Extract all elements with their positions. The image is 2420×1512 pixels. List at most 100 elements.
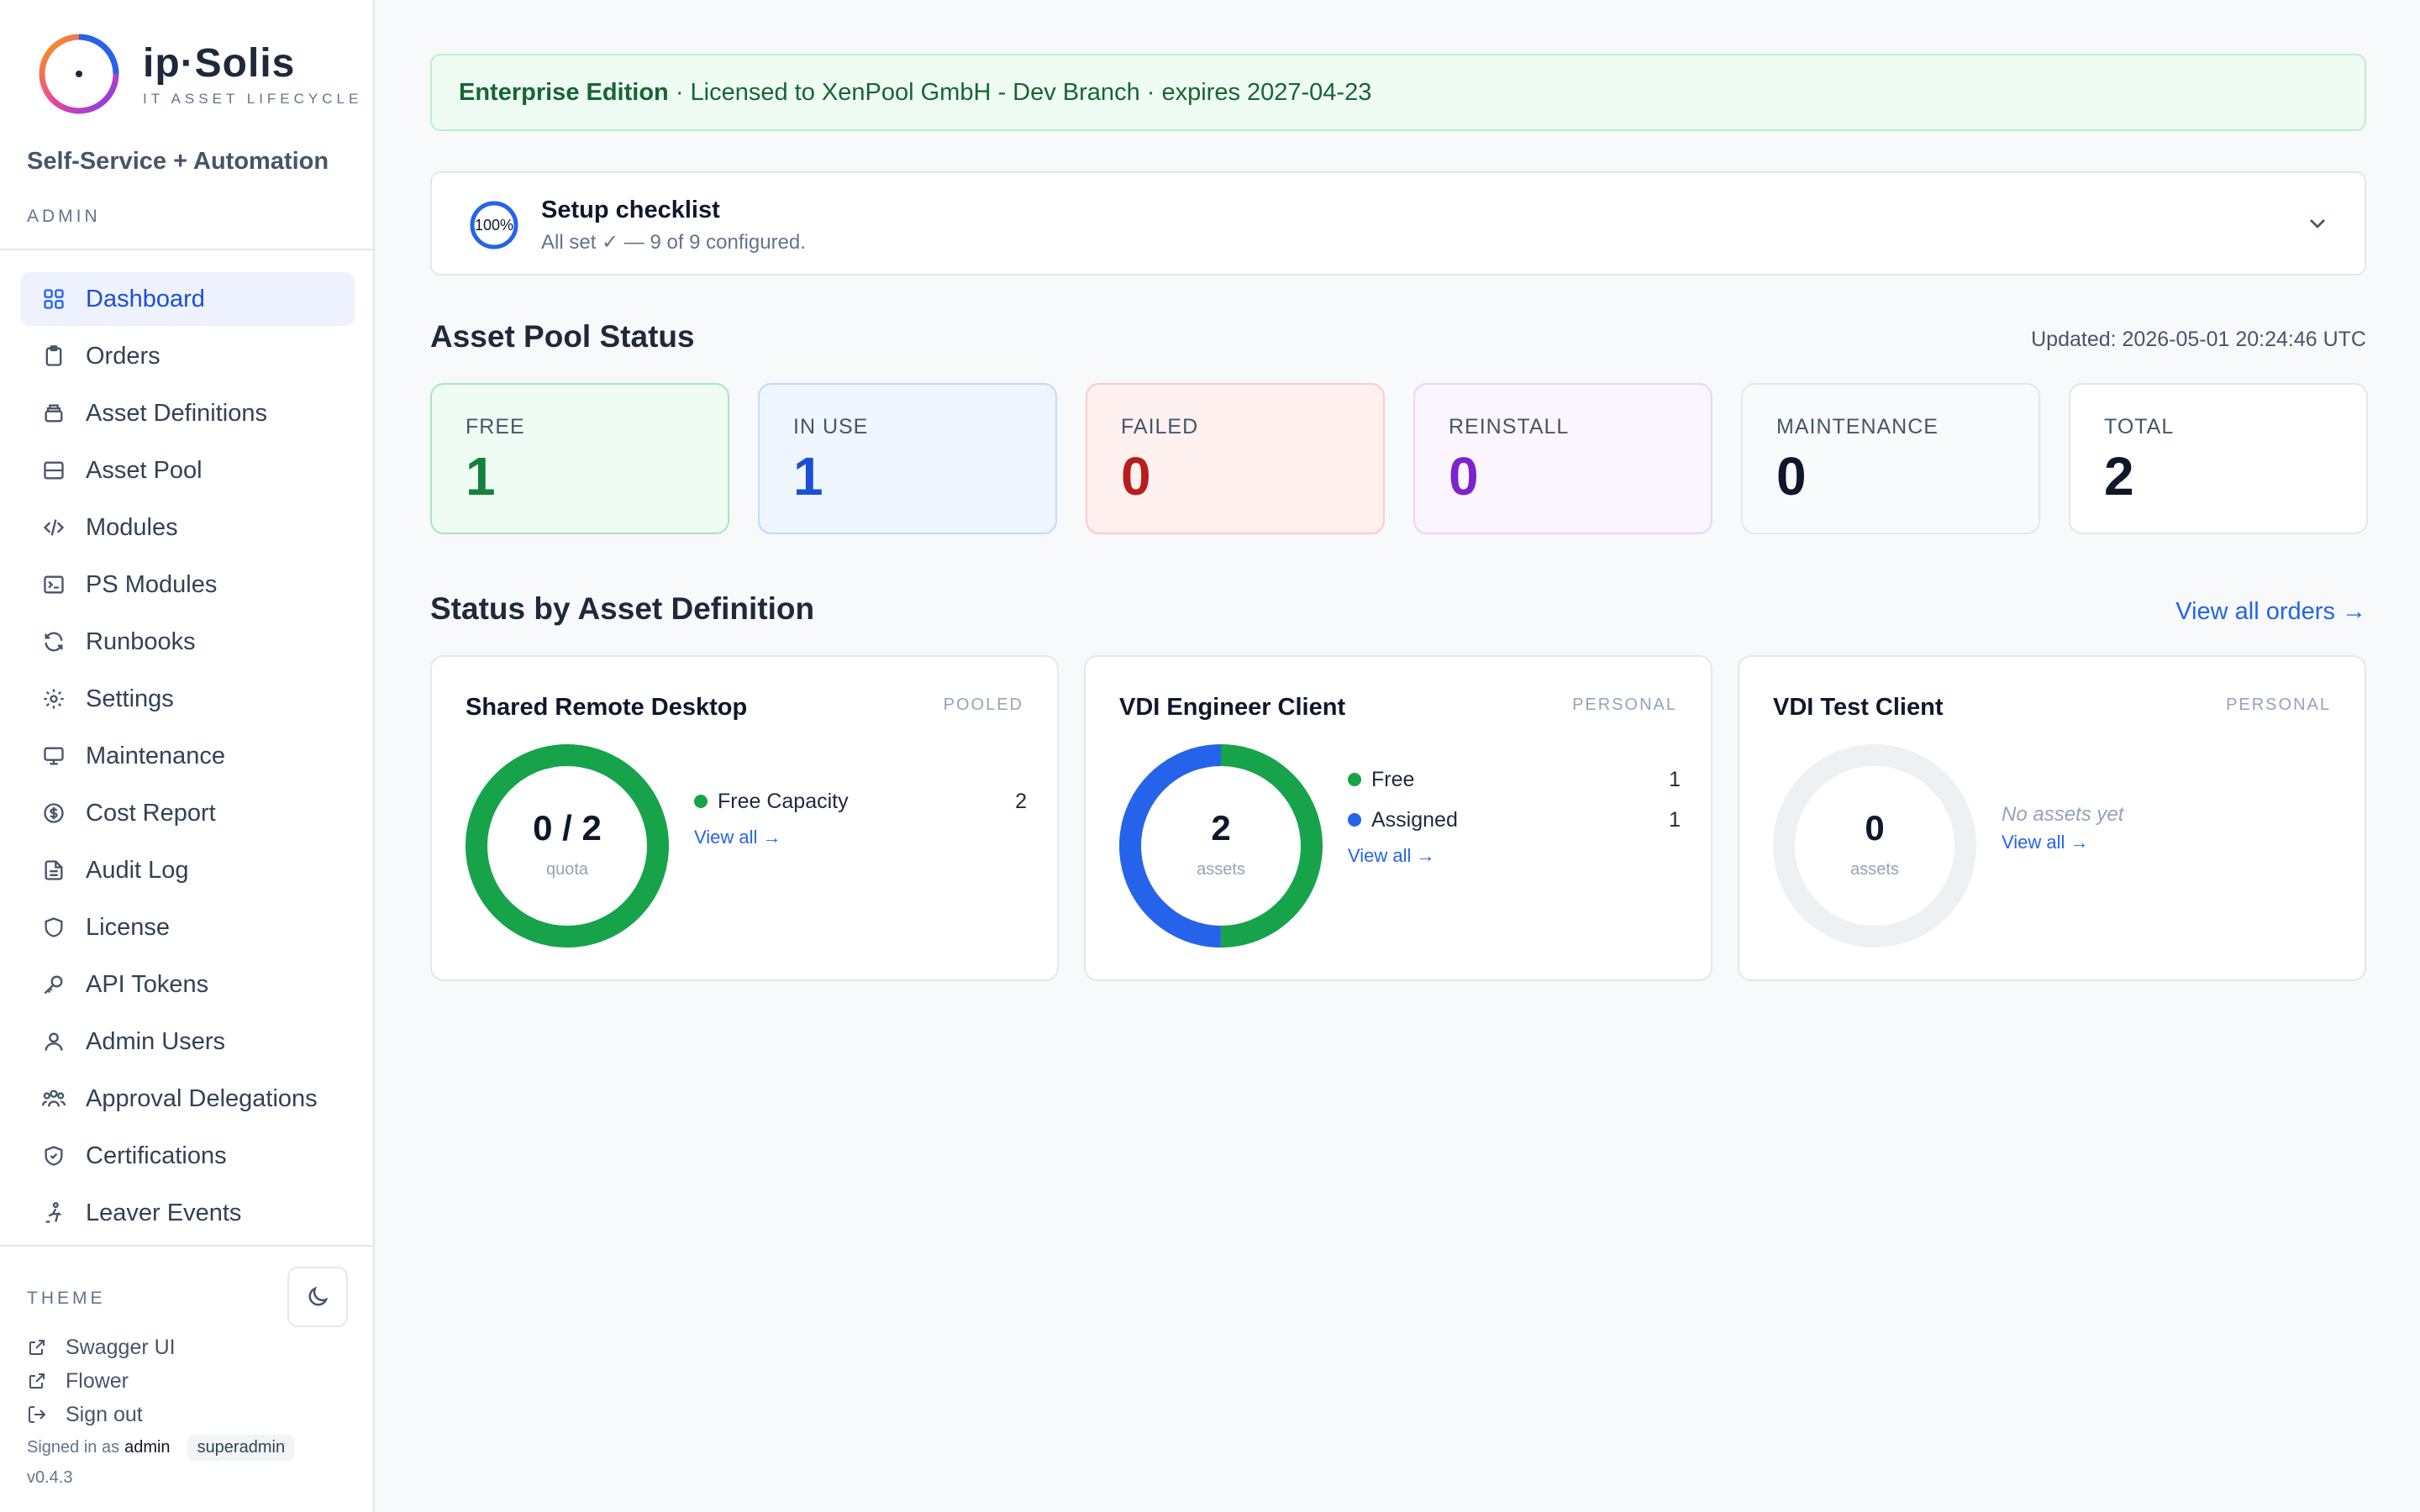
- setup-checklist[interactable]: 100% Setup checklist All set ✓ — 9 of 9 …: [430, 171, 2366, 276]
- signed-in-info: Signed in as admin superadmin: [27, 1435, 296, 1461]
- sign-out-link[interactable]: Sign out: [27, 1398, 176, 1431]
- card-title: Shared Remote Desktop: [466, 694, 748, 721]
- brand[interactable]: ip·Solis IT ASSET LIFECYCLE: [37, 30, 362, 118]
- users-icon: [40, 1085, 67, 1112]
- stat-label: MAINTENANCE: [1776, 415, 1939, 438]
- key-icon: [40, 971, 67, 998]
- donut-chart: 0 assets: [1773, 744, 1976, 948]
- donut-center-value: 2: [1211, 808, 1231, 848]
- shield-check-icon: [40, 1142, 67, 1169]
- layers-icon: [40, 400, 67, 427]
- card-title: VDI Test Client: [1773, 694, 1944, 721]
- donut-center-unit: assets: [1197, 860, 1245, 879]
- user-icon: [40, 1028, 67, 1055]
- card-title: VDI Engineer Client: [1119, 694, 1346, 721]
- definitions-title: Status by Asset Definition: [430, 591, 815, 626]
- sidebar-item-label: Asset Definitions: [86, 399, 267, 427]
- link-label: Swagger UI: [66, 1335, 176, 1359]
- view-all-link[interactable]: View all →: [2002, 832, 2089, 853]
- server-icon: [40, 457, 67, 484]
- legend-dot: [1348, 813, 1361, 827]
- legend-value: 1: [1669, 767, 1681, 791]
- stat-value: 1: [466, 446, 496, 507]
- theme-toggle-button[interactable]: [287, 1267, 348, 1327]
- sidebar-item-asset-definitions[interactable]: Asset Definitions: [20, 386, 355, 440]
- sidebar-item-label: Certifications: [86, 1142, 227, 1169]
- empty-state-text: No assets yet: [2002, 803, 2124, 826]
- sidebar-item-audit-log[interactable]: Audit Log: [20, 843, 355, 897]
- external-link-icon: [29, 1340, 45, 1355]
- checklist-subtitle: All set ✓ — 9 of 9 configured.: [541, 231, 806, 254]
- swagger-ui-link[interactable]: Swagger UI: [27, 1331, 176, 1364]
- donut-segment: [466, 744, 669, 948]
- signed-in-user: admin: [124, 1438, 171, 1457]
- sidebar-item-cost-report[interactable]: Cost Report: [20, 786, 355, 840]
- card-kind-badge: PERSONAL: [2226, 696, 2331, 714]
- file-icon: [40, 857, 67, 884]
- stat-card-total[interactable]: TOTAL 2: [2069, 383, 2368, 534]
- definition-card: VDI Engineer Client PERSONAL 2 assets Free 1 A…: [1084, 655, 1712, 981]
- sidebar-item-settings[interactable]: Settings: [20, 672, 355, 726]
- sidebar-item-label: License: [86, 913, 170, 941]
- sidebar-item-label: PS Modules: [86, 570, 218, 598]
- sidebar-item-label: Admin Users: [86, 1027, 225, 1055]
- donut-segment: [1119, 744, 1323, 948]
- role-badge: superadmin: [187, 1435, 296, 1461]
- card-kind-badge: POOLED: [943, 696, 1023, 714]
- sidebar-item-api-tokens[interactable]: API Tokens: [20, 958, 355, 1011]
- clipboard-icon: [40, 343, 67, 370]
- updated-timestamp: Updated: 2026-05-01 20:24:46 UTC: [2031, 328, 2366, 351]
- sidebar-item-label: Cost Report: [86, 799, 216, 827]
- footer-links: Swagger UI Flower Sign out: [27, 1331, 176, 1431]
- flower-link[interactable]: Flower: [27, 1364, 176, 1398]
- legend-name: Free Capacity: [718, 789, 849, 813]
- sidebar-item-label: Dashboard: [86, 285, 205, 312]
- license-banner: Enterprise Edition · Licensed to XenPool…: [430, 54, 2366, 131]
- stat-card-failed[interactable]: FAILED 0: [1086, 383, 1385, 534]
- role-label: ADMIN: [27, 207, 101, 226]
- legend-name: Assigned: [1371, 807, 1458, 832]
- sidebar-item-admin-users[interactable]: Admin Users: [20, 1015, 355, 1068]
- sidebar-item-orders[interactable]: Orders: [20, 329, 355, 383]
- sidebar-item-label: Asset Pool: [86, 456, 203, 484]
- stat-card-reinstall[interactable]: REINSTALL 0: [1413, 383, 1712, 534]
- checklist-percent: 100%: [474, 216, 514, 234]
- brand-tagline: IT ASSET LIFECYCLE: [143, 91, 363, 107]
- logout-icon: [29, 1406, 46, 1423]
- signed-in-label: Signed in as: [27, 1438, 120, 1457]
- sidebar-item-certifications[interactable]: Certifications: [20, 1129, 355, 1183]
- gear-icon: [40, 685, 67, 712]
- dollar-icon: [40, 800, 67, 827]
- brand-logo-icon: [37, 32, 121, 116]
- stat-label: TOTAL: [2104, 415, 2175, 438]
- stat-card-in-use[interactable]: IN USE 1: [758, 383, 1057, 534]
- sidebar-item-runbooks[interactable]: Runbooks: [20, 615, 355, 669]
- sidebar-item-dashboard[interactable]: Dashboard: [20, 272, 355, 326]
- stat-label: IN USE: [793, 415, 869, 438]
- sidebar-item-approval-delegations[interactable]: Approval Delegations: [20, 1072, 355, 1126]
- sidebar-item-license[interactable]: License: [20, 900, 355, 954]
- sidebar-item-asset-pool[interactable]: Asset Pool: [20, 444, 355, 497]
- moon-icon: [308, 1286, 329, 1306]
- view-all-link[interactable]: View all →: [1348, 845, 1435, 866]
- license-edition: Enterprise Edition: [459, 78, 669, 106]
- donut-center-value: 0: [1865, 808, 1885, 848]
- stat-card-maintenance[interactable]: MAINTENANCE 0: [1741, 383, 2040, 534]
- checklist-progress-ring: 100%: [469, 200, 519, 250]
- sidebar-item-leaver-events[interactable]: Leaver Events: [20, 1186, 355, 1240]
- view-all-orders-link[interactable]: View all orders →: [2175, 598, 2366, 625]
- chevron-down-icon[interactable]: [2304, 210, 2331, 237]
- sidebar-item-maintenance[interactable]: Maintenance: [20, 729, 355, 783]
- sidebar-item-label: Settings: [86, 685, 174, 712]
- stat-label: FREE: [466, 415, 525, 438]
- stat-card-free[interactable]: FREE 1: [430, 383, 729, 534]
- sidebar-item-ps-modules[interactable]: PS Modules: [20, 558, 355, 612]
- theme-label: THEME: [27, 1289, 106, 1308]
- sidebar-item-modules[interactable]: Modules: [20, 501, 355, 554]
- legend-item: Assigned 1: [1348, 800, 1681, 840]
- legend-dot: [1348, 773, 1361, 786]
- legend-dot: [694, 795, 708, 808]
- donut-legend: Free Capacity 2 View all →: [694, 781, 1027, 848]
- view-all-link[interactable]: View all →: [694, 827, 781, 848]
- link-label: Sign out: [66, 1402, 143, 1426]
